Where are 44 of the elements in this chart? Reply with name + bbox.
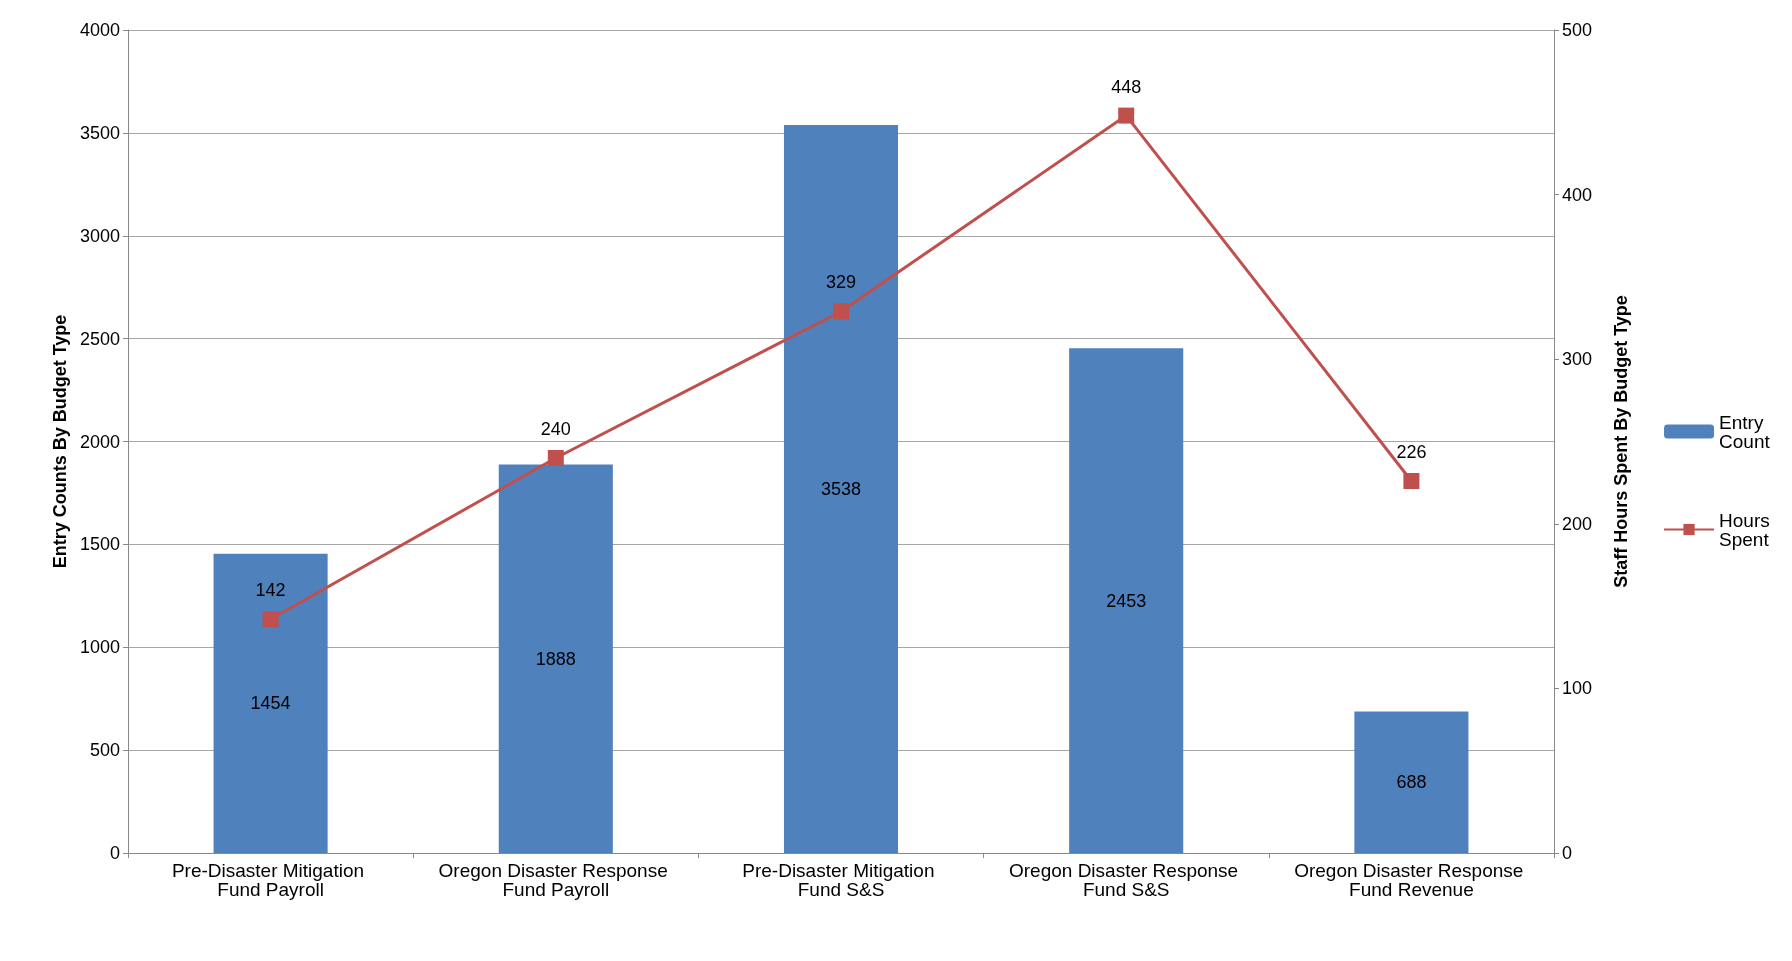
- y-tick-label: 500: [89, 740, 120, 761]
- y2-tick-label: 100: [1562, 678, 1593, 699]
- bar: [1069, 348, 1184, 853]
- y2-tick-label: 0: [1562, 843, 1573, 863]
- legend-label: Entry Count: [1719, 411, 1771, 452]
- y-tick-label: 2500: [79, 328, 120, 349]
- data-label: 448: [1111, 76, 1142, 97]
- y-axis-title: Entry Counts By Budget Type: [50, 314, 71, 569]
- point: [833, 303, 849, 320]
- data-label: 226: [1396, 442, 1427, 462]
- y2-tick-label: 500: [1562, 20, 1593, 40]
- data-label: 688: [1396, 772, 1427, 793]
- x-tick-label: Pre-Disaster Mitigation Fund S&S: [742, 860, 940, 900]
- x-tick-label: Oregon Disaster Response Fund Revenue: [1294, 860, 1529, 900]
- data-label: 1888: [535, 648, 576, 669]
- y2-tick-label: 400: [1562, 184, 1593, 205]
- y-tick-label: 2000: [79, 431, 120, 452]
- bar: [498, 464, 613, 853]
- y-tick-label: 3500: [79, 122, 120, 143]
- data-label: 3538: [820, 479, 862, 500]
- y-tick-label: 1500: [79, 534, 120, 555]
- data-label: 2453: [1106, 590, 1147, 611]
- y-tick-label: 1000: [79, 637, 120, 658]
- y2-tick-label: 200: [1562, 513, 1593, 534]
- legend-label: Hours Spent: [1719, 509, 1776, 550]
- bar: [213, 553, 328, 853]
- y-tick-label: 3000: [79, 225, 120, 246]
- data-label: 329: [825, 272, 857, 293]
- data-label: 240: [540, 418, 571, 439]
- y-tick-label: 0: [109, 843, 120, 863]
- y-tick-label: 4000: [79, 20, 120, 40]
- data-label: 142: [255, 580, 286, 601]
- data-label: 1454: [250, 693, 291, 714]
- point: [262, 611, 279, 628]
- x-tick-label: Oregon Disaster Response Fund S&S: [1008, 860, 1244, 900]
- bar: [1354, 711, 1469, 853]
- y2-axis-title: Staff Hours Spent By Budget Type: [1611, 295, 1631, 588]
- point: [1118, 107, 1135, 124]
- point: [547, 449, 564, 466]
- y2-tick-label: 300: [1562, 349, 1593, 370]
- point: [1403, 473, 1420, 489]
- x-tick-label: Pre-Disaster Mitigation Fund Payroll: [171, 860, 370, 900]
- x-tick-label: Oregon Disaster Response Fund Payroll: [438, 860, 674, 900]
- bar: [783, 125, 899, 853]
